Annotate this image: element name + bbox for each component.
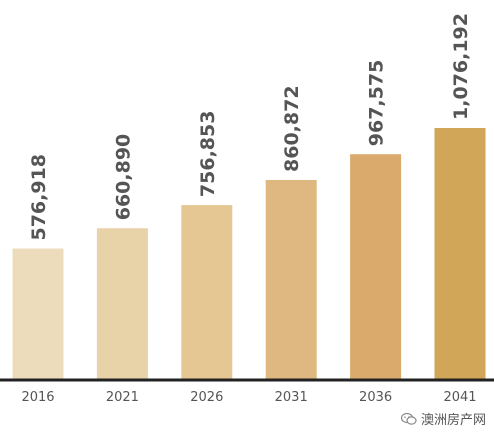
- bar-2041: [434, 128, 486, 380]
- value-label-2031: 860,872: [281, 85, 303, 172]
- tick-label-2031: 2031: [275, 390, 308, 405]
- value-label-2016: 576,918: [28, 154, 50, 241]
- bar-2021: [96, 228, 148, 380]
- value-label-2036: 967,575: [366, 60, 388, 147]
- tick-label-2036: 2036: [359, 390, 392, 405]
- value-label-2021: 660,890: [112, 134, 134, 221]
- watermark: 澳洲房产网: [400, 409, 486, 428]
- bar-2026: [181, 205, 233, 380]
- bar-2016: [12, 248, 64, 380]
- value-label-2026: 756,853: [197, 111, 219, 198]
- tick-label-2016: 2016: [21, 390, 54, 405]
- value-labels-group: 576,918 660,890 756,853 860,872 967,575 1,076…: [28, 13, 472, 241]
- watermark-text: 澳洲房产网: [420, 413, 486, 428]
- bar-2036: [350, 154, 402, 380]
- tick-label-2021: 2021: [106, 390, 139, 405]
- tick-label-2026: 2026: [190, 390, 223, 405]
- wechat-icon: [400, 412, 417, 425]
- tick-labels-group: 2016 2021 2026 2031 2036 2041: [21, 390, 476, 405]
- tick-label-2041: 2041: [443, 390, 476, 405]
- bars-group: [12, 128, 486, 380]
- value-label-2041: 1,076,192: [450, 13, 472, 120]
- bar-2031: [265, 179, 317, 380]
